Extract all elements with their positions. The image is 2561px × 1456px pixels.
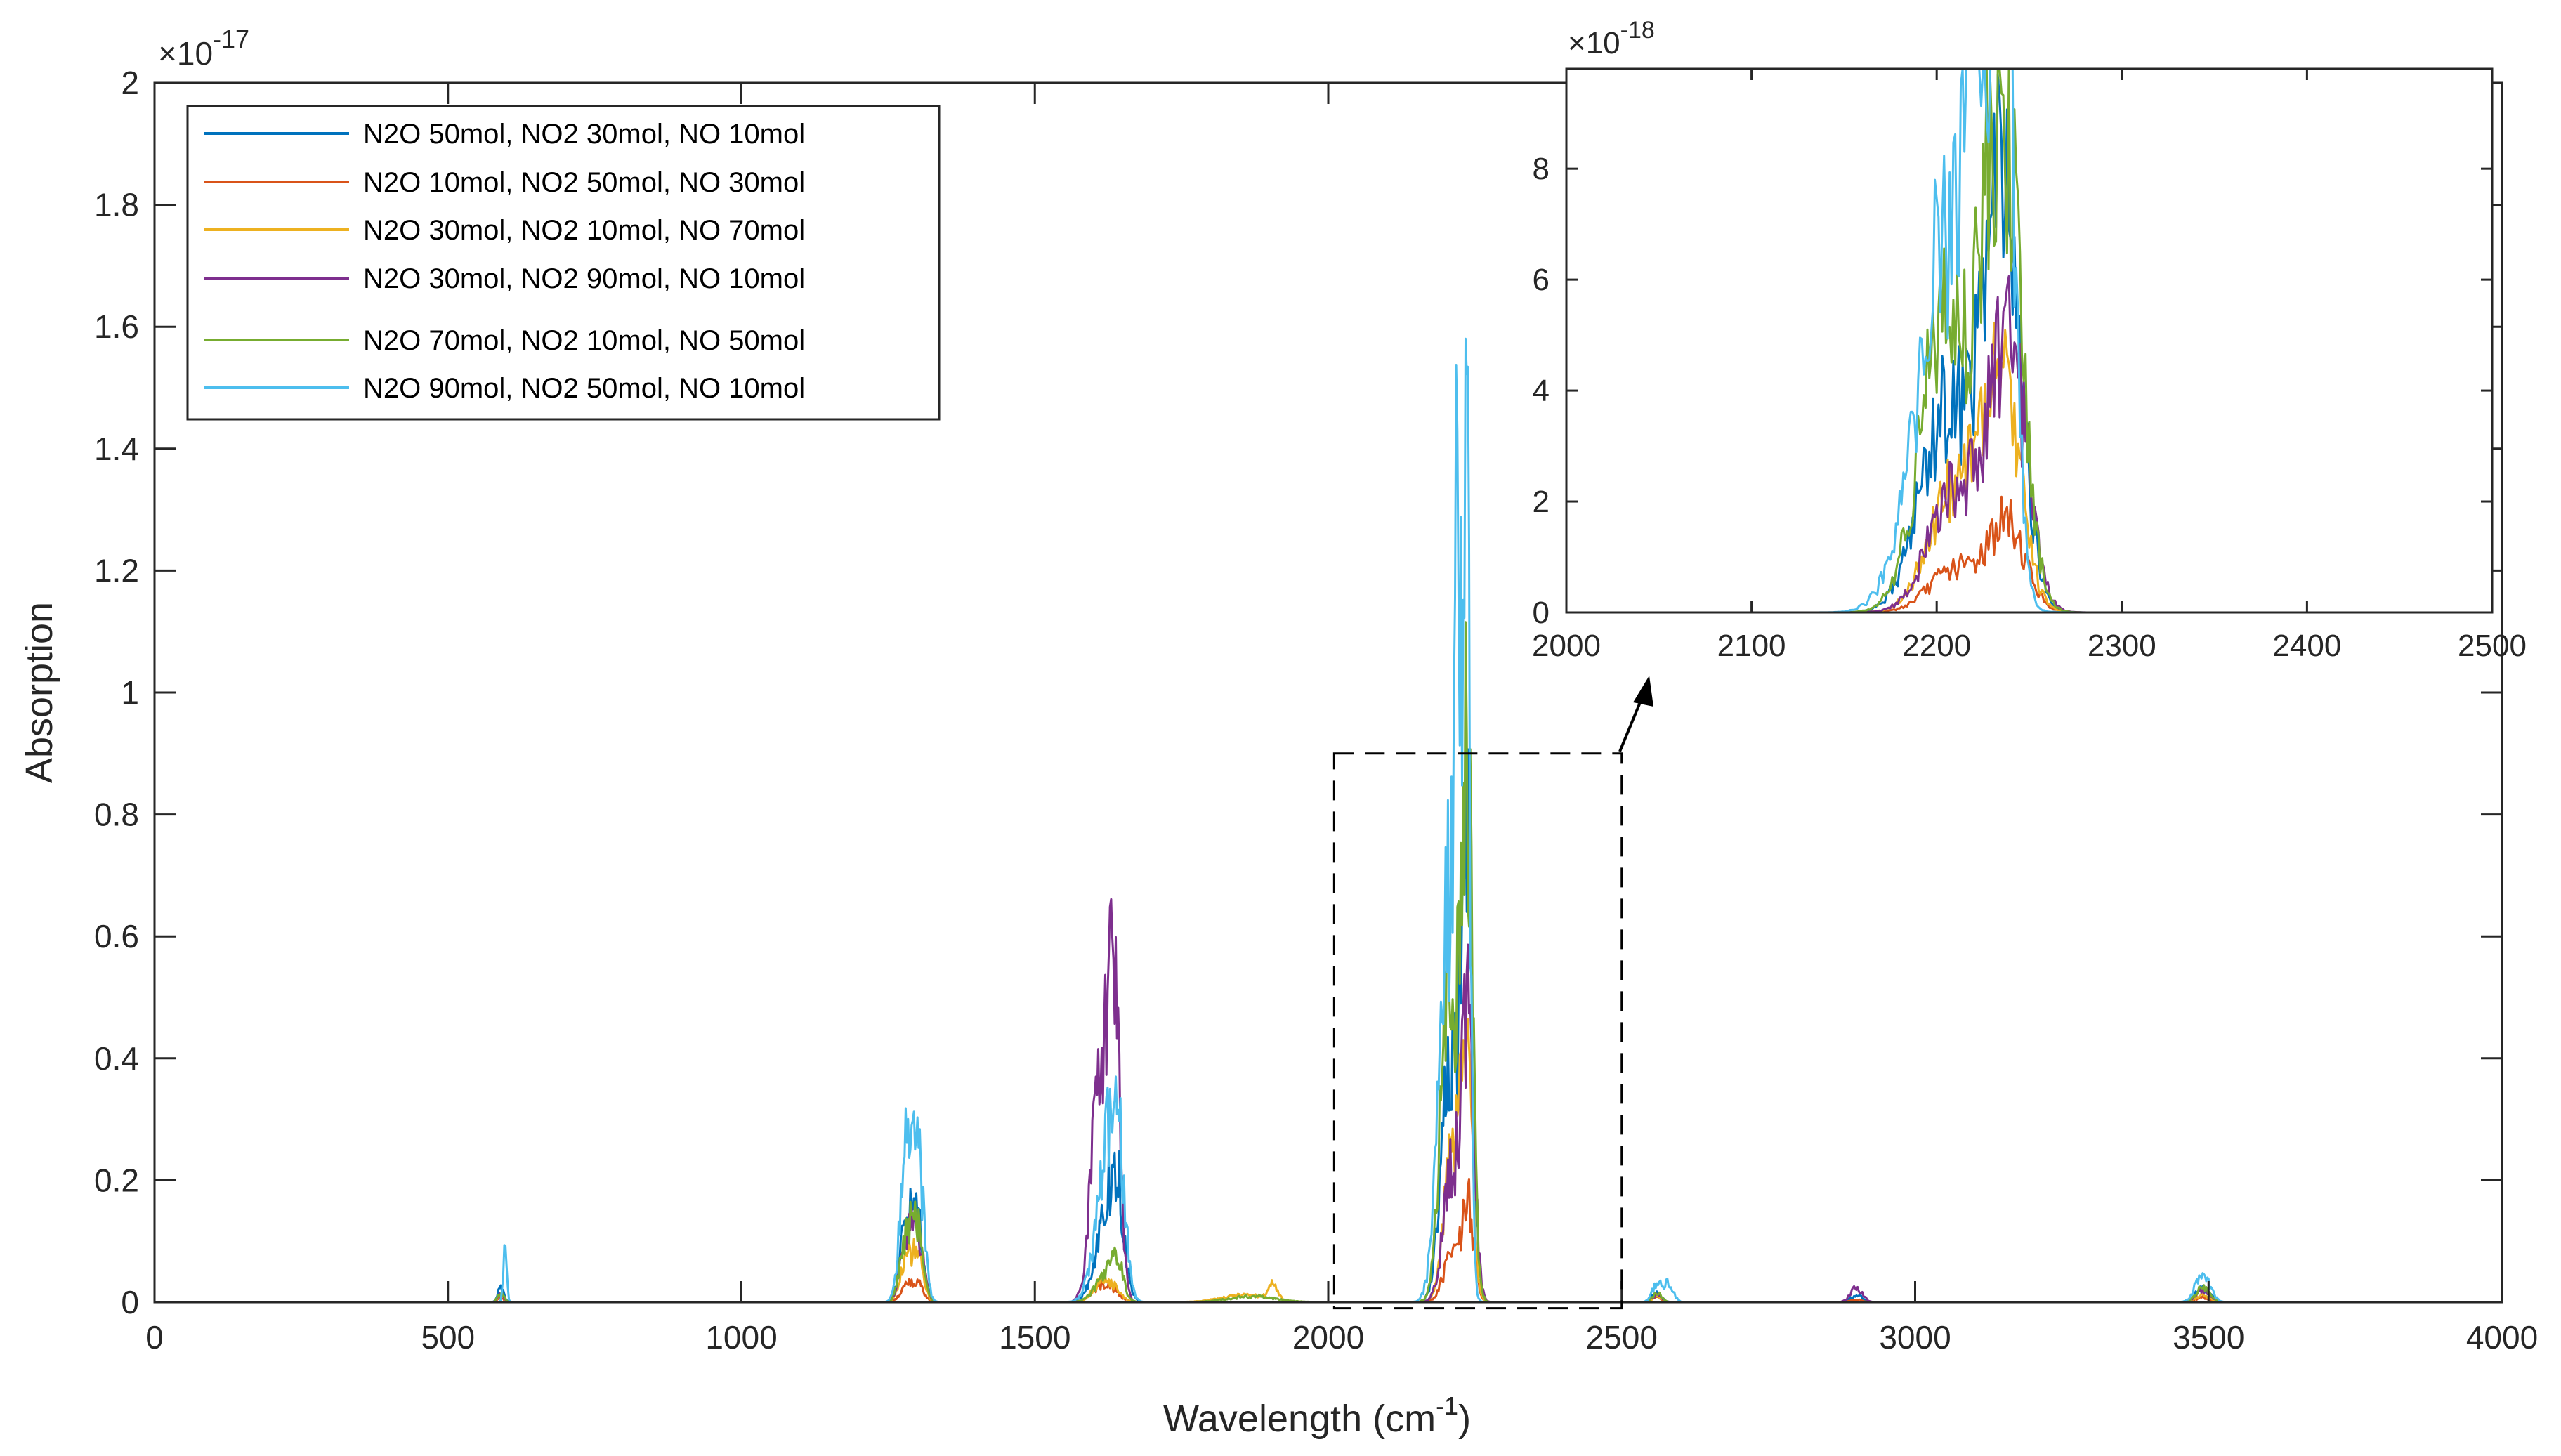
legend-label-3: N2O 30mol, NO2 10mol, NO 70mol bbox=[363, 215, 805, 246]
main-y-exponent-base: ×10 bbox=[158, 35, 213, 72]
main-x-tick-label-8: 4000 bbox=[2466, 1319, 2538, 1356]
main-y-tick-label-7: 1.4 bbox=[94, 431, 139, 467]
inset-y-exponent-power: -18 bbox=[1620, 17, 1655, 44]
legend-label-4: N2O 30mol, NO2 90mol, NO 10mol bbox=[363, 263, 805, 294]
main-y-tick-label-1: 0.2 bbox=[94, 1162, 139, 1198]
main-y-tick-label-6: 1.2 bbox=[94, 552, 139, 589]
x-axis-label: Wavelength (cm-1) bbox=[1163, 1391, 1471, 1440]
zoom-arrow bbox=[1618, 676, 1653, 752]
inset-y-exponent-base: ×10 bbox=[1568, 26, 1620, 60]
legend-entry-1: N2O 50mol, NO2 30mol, NO 10mol bbox=[204, 119, 805, 150]
main-x-tick-label-5: 2500 bbox=[1586, 1319, 1658, 1356]
inset-axes-background bbox=[1566, 69, 2492, 612]
y-axis-label: Absorption bbox=[18, 602, 60, 783]
main-y-tick-label-3: 0.6 bbox=[94, 918, 139, 955]
legend-label-5: N2O 70mol, NO2 10mol, NO 50mol bbox=[363, 325, 805, 356]
main-y-tick-label-2: 0.4 bbox=[94, 1040, 139, 1077]
inset-axes-box bbox=[1565, 67, 2494, 614]
inset-y-tick-label-1: 2 bbox=[1533, 485, 1550, 519]
inset-x-axis: 2000 2100 2200 2300 2400 2500 bbox=[1532, 69, 2527, 663]
inset-x-tick-label-1: 2100 bbox=[1717, 629, 1786, 663]
x-axis-label-main: Wavelength (cm bbox=[1163, 1398, 1436, 1440]
zoom-region-box bbox=[1332, 752, 1623, 1310]
main-x-tick-label-4: 2000 bbox=[1292, 1319, 1364, 1356]
main-x-tick-label-6: 3000 bbox=[1879, 1319, 1951, 1356]
legend-entry-6: N2O 90mol, NO2 50mol, NO 10mol bbox=[204, 373, 805, 404]
legend-label-6: N2O 90mol, NO2 50mol, NO 10mol bbox=[363, 373, 805, 404]
main-x-tick-label-2: 1000 bbox=[705, 1319, 777, 1356]
inset-y-tick-label-2: 4 bbox=[1533, 374, 1550, 408]
main-y-exponent-power: -17 bbox=[213, 25, 249, 53]
inset-x-tick-label-3: 2300 bbox=[2088, 629, 2156, 663]
main-y-tick-label-0: 0 bbox=[121, 1284, 139, 1320]
main-y-exponent: ×10-17 bbox=[158, 25, 249, 72]
main-x-axis: 0 500 1000 1500 2000 2500 3000 3500 4000 bbox=[145, 83, 2538, 1356]
x-axis-label-close: ) bbox=[1458, 1398, 1471, 1440]
main-y-tick-label-8: 1.6 bbox=[94, 308, 139, 345]
inset-x-tick-label-5: 2500 bbox=[2458, 629, 2527, 663]
legend-entry-3: N2O 30mol, NO2 10mol, NO 70mol bbox=[204, 215, 805, 246]
legend-box bbox=[186, 105, 941, 421]
legend-entry-4: N2O 30mol, NO2 90mol, NO 10mol bbox=[204, 263, 805, 294]
main-y-tick-label-4: 0.8 bbox=[94, 796, 139, 833]
main-x-tick-label-1: 500 bbox=[421, 1319, 475, 1356]
main-x-tick-label-3: 1500 bbox=[999, 1319, 1070, 1356]
inset-y-tick-label-0: 0 bbox=[1533, 596, 1550, 630]
main-y-tick-label-10: 2 bbox=[121, 65, 139, 101]
inset-y-tick-label-3: 6 bbox=[1533, 263, 1550, 297]
inset-plot-area: 2000 2100 2200 2300 2400 2500 0 2 4 6 8 bbox=[1532, 67, 2527, 663]
main-y-axis: 0 0.2 0.4 0.6 0.8 1 1.2 1.4 1.6 1.8 2 bbox=[94, 65, 2502, 1320]
main-x-tick-label-7: 3500 bbox=[2173, 1319, 2244, 1356]
legend-entry-2: N2O 10mol, NO2 50mol, NO 30mol bbox=[204, 167, 805, 198]
inset-y-axis: 0 2 4 6 8 bbox=[1533, 152, 2492, 630]
inset-x-tick-label-0: 2000 bbox=[1532, 629, 1601, 663]
inset-x-tick-label-2: 2200 bbox=[1902, 629, 1971, 663]
main-y-tick-label-5: 1 bbox=[121, 674, 139, 711]
legend-entry-5: N2O 70mol, NO2 10mol, NO 50mol bbox=[204, 325, 805, 356]
legend-label-1: N2O 50mol, NO2 30mol, NO 10mol bbox=[363, 119, 805, 150]
inset-y-exponent: ×10-18 bbox=[1568, 17, 1655, 60]
zoom-arrow-head bbox=[1633, 676, 1653, 707]
legend-label-2: N2O 10mol, NO2 50mol, NO 30mol bbox=[363, 167, 805, 198]
x-axis-label-superscript: -1 bbox=[1436, 1391, 1458, 1420]
main-y-tick-label-9: 1.8 bbox=[94, 187, 139, 223]
inset-y-tick-label-4: 8 bbox=[1533, 152, 1550, 186]
inset-x-tick-label-4: 2400 bbox=[2272, 629, 2341, 663]
legend: N2O 50mol, NO2 30mol, NO 10mol N2O 10mol… bbox=[186, 105, 941, 421]
main-x-tick-label-0: 0 bbox=[145, 1319, 164, 1356]
